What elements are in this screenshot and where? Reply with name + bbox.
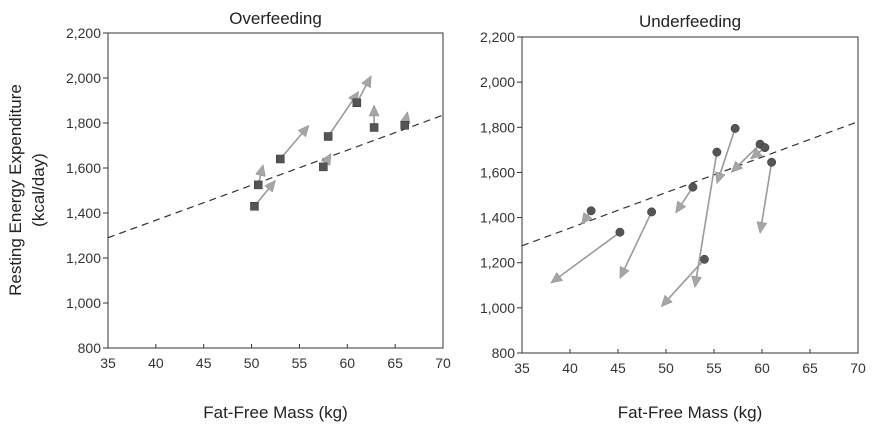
underfeeding-data-point bbox=[712, 147, 722, 157]
x-tick-label: 35 bbox=[100, 355, 116, 371]
underfeeding-panel: Underfeeding 35 40 45 50 55 60 65 70 800 1,000 1,20… bbox=[480, 12, 866, 422]
y-tick-label: 1,000 bbox=[66, 295, 101, 311]
overfeeding-change-arrow bbox=[327, 100, 354, 137]
underfeeding-arrow-head bbox=[581, 212, 593, 225]
underfeeding-plot-frame bbox=[521, 36, 859, 354]
underfeeding-change-arrow bbox=[719, 128, 736, 174]
underfeeding-change-arrow bbox=[559, 231, 621, 278]
underfeeding-arrow-head bbox=[660, 294, 673, 308]
underfeeding-data-point bbox=[615, 227, 625, 237]
y-tick-label: 1,400 bbox=[66, 205, 101, 221]
underfeeding-data-point bbox=[767, 157, 777, 167]
underfeeding-change-arrow bbox=[738, 143, 761, 166]
underfeeding-arrow-head bbox=[550, 272, 564, 284]
x-tick-label: 55 bbox=[706, 360, 722, 376]
y-tick-label: 800 bbox=[492, 345, 516, 361]
x-tick-label: 65 bbox=[802, 360, 818, 376]
overfeeding-arrow-head bbox=[361, 75, 372, 89]
overfeeding-data-point bbox=[369, 123, 379, 132]
underfeeding-x-axis-label: Fat-Free Mass (kg) bbox=[618, 403, 763, 422]
y-tick-label: 2,000 bbox=[66, 70, 101, 86]
x-tick-label: 60 bbox=[754, 360, 770, 376]
overfeeding-data-point bbox=[400, 121, 409, 130]
underfeeding-title: Underfeeding bbox=[639, 12, 741, 31]
y-tick-label: 1,600 bbox=[480, 164, 515, 180]
underfeeding-arrow-head bbox=[619, 266, 630, 280]
x-tick-label: 45 bbox=[610, 360, 626, 376]
y-tick-label: 1,800 bbox=[480, 119, 515, 135]
overfeeding-data-point bbox=[323, 132, 333, 141]
y-axis-label-line1: Resting Energy Expenditure bbox=[6, 84, 25, 296]
underfeeding-data-point bbox=[688, 182, 698, 192]
underfeeding-change-arrow bbox=[695, 151, 718, 277]
underfeeding-arrow-head bbox=[750, 147, 763, 160]
underfeeding-data-point bbox=[730, 123, 740, 133]
overfeeding-data-point bbox=[250, 202, 259, 211]
overfeeding-x-axis-label: Fat-Free Mass (kg) bbox=[203, 403, 348, 422]
y-tick-label: 1,000 bbox=[480, 300, 515, 316]
underfeeding-arrow-head bbox=[756, 221, 768, 234]
x-tick-label: 35 bbox=[514, 360, 530, 376]
overfeeding-trend-line bbox=[107, 114, 444, 239]
underfeeding-data-point bbox=[586, 206, 596, 216]
underfeeding-arrow-head bbox=[675, 200, 687, 214]
underfeeding-arrow-head bbox=[691, 275, 702, 289]
y-tick-label: 800 bbox=[78, 340, 102, 356]
x-tick-label: 50 bbox=[244, 355, 260, 371]
y-tick-label: 1,200 bbox=[480, 255, 515, 271]
underfeeding-data-point bbox=[647, 207, 657, 217]
y-tick-label: 2,000 bbox=[480, 74, 515, 90]
underfeeding-data-point bbox=[760, 143, 770, 153]
x-tick-label: 45 bbox=[196, 355, 212, 371]
overfeeding-data-point bbox=[276, 154, 285, 164]
y-tick-label: 1,200 bbox=[66, 250, 101, 266]
y-tick-label: 2,200 bbox=[66, 25, 101, 41]
x-tick-label: 40 bbox=[562, 360, 578, 376]
y-tick-label: 1,400 bbox=[480, 210, 515, 226]
y-axis-label-line2: (kcal/day) bbox=[29, 153, 48, 227]
underfeeding-data-point bbox=[699, 254, 709, 264]
x-tick-label: 60 bbox=[339, 355, 355, 371]
overfeeding-panel: Overfeeding 35 40 45 50 55 60 65 70 800 1,000 1,200… bbox=[66, 9, 451, 422]
overfeeding-arrow-head bbox=[368, 104, 380, 117]
x-tick-label: 40 bbox=[148, 355, 164, 371]
y-tick-label: 1,800 bbox=[66, 115, 101, 131]
x-tick-label: 50 bbox=[658, 360, 674, 376]
x-tick-label: 70 bbox=[435, 355, 451, 371]
x-tick-label: 65 bbox=[387, 355, 403, 371]
underfeeding-arrow-head bbox=[715, 171, 726, 185]
overfeeding-data-point bbox=[352, 98, 362, 107]
underfeeding-arrow-head bbox=[730, 160, 744, 173]
overfeeding-arrow-head bbox=[297, 124, 310, 138]
overfeeding-plot-frame bbox=[107, 32, 444, 349]
y-tick-label: 2,200 bbox=[480, 29, 515, 45]
x-tick-label: 70 bbox=[850, 360, 866, 376]
x-tick-label: 55 bbox=[292, 355, 308, 371]
overfeeding-arrow-head bbox=[255, 164, 266, 177]
y-tick-label: 1,600 bbox=[66, 160, 101, 176]
underfeeding-change-arrow bbox=[761, 162, 773, 223]
overfeeding-arrow-head bbox=[264, 179, 276, 193]
overfeeding-data-point bbox=[319, 162, 328, 172]
overfeeding-title: Overfeeding bbox=[229, 9, 322, 28]
underfeeding-change-arrow bbox=[623, 211, 653, 269]
overfeeding-data-point bbox=[254, 180, 263, 190]
